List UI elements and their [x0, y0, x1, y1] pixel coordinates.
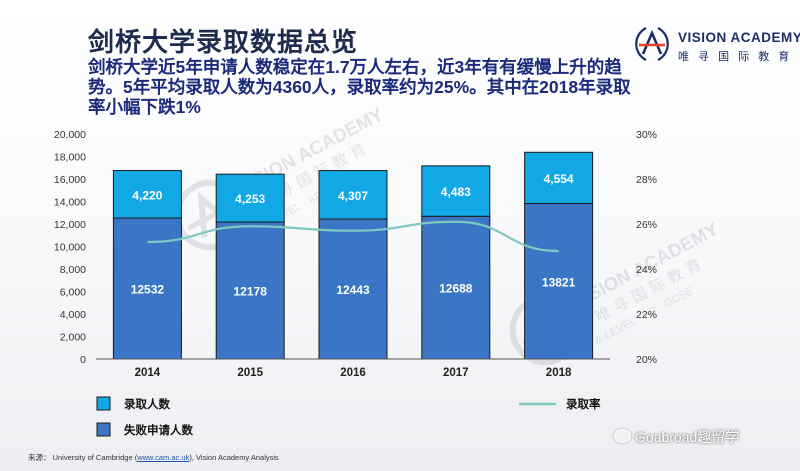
y-axis-tick-label: 12,000	[54, 219, 86, 231]
source-link[interactable]: www.cam.ac.uk	[137, 453, 190, 462]
x-axis-tick-label: 2018	[546, 367, 572, 379]
wechat-icon	[614, 429, 631, 443]
data-label-failed: 12532	[131, 283, 165, 297]
legend-label-rate: 录取率	[566, 397, 601, 411]
y2-axis-tick-label: 20%	[636, 354, 657, 366]
bar-admitted	[318, 170, 388, 220]
bar-failed-applicants	[215, 221, 285, 360]
y-axis-tick-label: 16,000	[54, 174, 86, 186]
data-label-failed: 13821	[542, 275, 576, 289]
brand-name: VISION ACADEMY	[678, 30, 800, 45]
legend-label-admitted: 录取人数	[124, 397, 170, 411]
y2-axis-tick-label: 26%	[636, 219, 657, 231]
y-axis-tick-label: 14,000	[54, 197, 86, 209]
brand-logo: VISION ACADEMY 唯 寻 国 际 教 育	[630, 24, 800, 64]
y2-axis-tick-label: 30%	[636, 129, 657, 141]
data-label-admitted: 4,483	[441, 185, 471, 199]
wechat-label: Goabroad趣留学	[635, 429, 740, 445]
data-label-admitted: 4,220	[132, 188, 162, 202]
bar-admitted	[421, 165, 491, 217]
page-subtitle: 剑桥大学近5年申请人数稳定在1.7万人左右，近3年有有缓慢上升的趋势。5年平均录…	[88, 57, 631, 117]
wechat-watermark: Goabroad趣留学	[614, 427, 739, 447]
acceptance-rate-line	[147, 220, 559, 253]
data-label-failed: 12688	[439, 282, 473, 296]
data-label-failed: 12443	[336, 283, 370, 297]
y-axis-tick-label: 6,000	[60, 287, 86, 299]
y2-axis-tick-label: 22%	[636, 309, 657, 321]
y-axis-tick-label: 2,000	[60, 332, 86, 344]
bar-admitted	[112, 170, 182, 219]
source-note: 来源： University of Cambridge (www.cam.ac.…	[28, 452, 279, 463]
bar-failed-applicants	[524, 203, 594, 360]
y2-axis-tick-label: 28%	[636, 174, 657, 186]
y2-axis-tick-label: 24%	[636, 264, 657, 276]
y-axis-tick-label: 4,000	[60, 309, 86, 321]
brand-name-cn: 唯 寻 国 际 教 育	[678, 51, 793, 63]
source-suffix: ), Vision Academy Analysis	[189, 453, 279, 462]
legend-swatch-failed	[96, 422, 111, 437]
bar-failed-applicants	[318, 218, 388, 360]
y-axis-tick-label: 20,000	[54, 129, 86, 141]
x-axis-tick-label: 2016	[340, 367, 366, 379]
legend-swatch-admitted	[96, 396, 111, 411]
bar-admitted	[524, 151, 594, 205]
x-axis-tick-label: 2017	[443, 367, 469, 379]
source-prefix: 来源： University of Cambridge (	[28, 453, 138, 462]
y-axis-tick-label: 8,000	[60, 264, 86, 276]
x-axis-tick-label: 2014	[135, 367, 161, 379]
page-title: 剑桥大学录取数据总览	[88, 27, 359, 57]
legend-label-failed: 失败申请人数	[124, 423, 193, 437]
y-axis-tick-label: 10,000	[54, 242, 86, 254]
data-label-admitted: 4,307	[338, 189, 368, 203]
y-axis-tick-label: 18,000	[54, 152, 86, 164]
bar-admitted	[215, 173, 285, 223]
x-axis-tick-label: 2015	[237, 367, 263, 379]
y-axis-tick-label: 0	[80, 354, 86, 366]
data-label-failed: 12178	[234, 284, 268, 298]
data-label-admitted: 4,554	[544, 172, 574, 186]
data-label-admitted: 4,253	[235, 192, 265, 206]
vision-academy-logo-icon	[635, 27, 669, 61]
